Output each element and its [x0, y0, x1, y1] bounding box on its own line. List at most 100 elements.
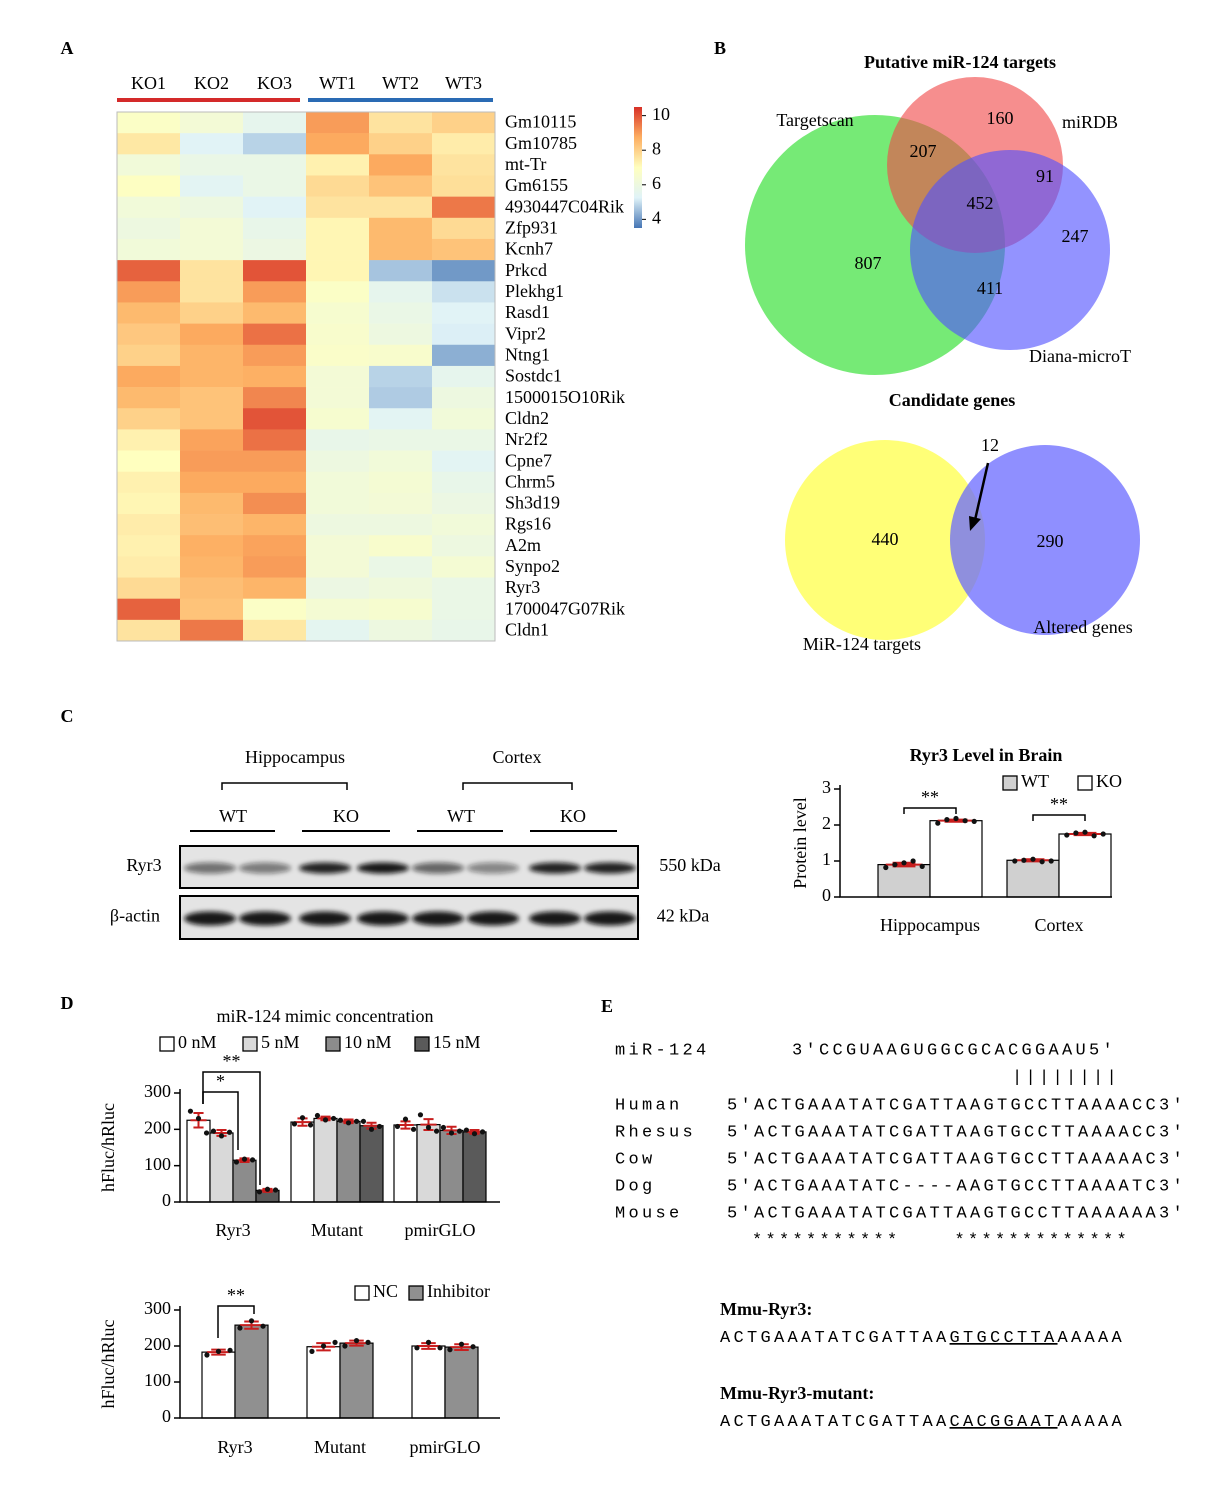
blot-band: [239, 911, 291, 926]
bracket: [221, 782, 348, 790]
heatmap-cell: [180, 556, 244, 578]
heatmap-cell: [306, 429, 370, 451]
data-point: [272, 1187, 279, 1193]
mirna-sequence: 3′CCGUAAGUGGCGCACGGAAU5′: [792, 1041, 1116, 1060]
data-point: [227, 1347, 233, 1353]
heatmap-cell: [243, 196, 307, 219]
heatmap-cell: [117, 619, 181, 642]
heatmap-cell: [306, 619, 370, 642]
y-axis-label: hFluc/hRluc: [98, 1103, 118, 1192]
y-tick-label: 300: [144, 1298, 171, 1318]
heatmap-cell: [243, 450, 307, 473]
heatmap-cell: [117, 429, 181, 451]
data-point: [471, 1131, 478, 1137]
heatmap-cell: [369, 365, 433, 388]
column-label: WT3: [445, 73, 482, 93]
heatmap-cell: [369, 450, 433, 473]
heatmap-cell: [180, 344, 244, 367]
row-label: Ryr3: [505, 577, 540, 597]
blot-band: [299, 911, 351, 926]
heatmap-cell: [369, 492, 433, 515]
chart-title: miR-124 mimic concentration: [217, 1006, 434, 1026]
protein-label: Ryr3: [126, 855, 161, 875]
heatmap-cell: [117, 556, 181, 578]
heatmap-cell: [432, 196, 496, 219]
data-point: [330, 1115, 337, 1122]
y-tick-label: 0: [822, 885, 831, 905]
colorbar: [634, 107, 642, 228]
bar: [416, 1124, 441, 1203]
heatmap-cell: [306, 112, 370, 134]
data-point: [237, 1325, 243, 1331]
row-label: Cldn2: [505, 408, 549, 428]
heatmap-cell: [432, 429, 496, 451]
heatmap-cell: [243, 260, 307, 282]
row-label: Plekhg1: [505, 281, 564, 301]
group-label: KO: [333, 806, 359, 826]
data-point: [1064, 832, 1070, 838]
heatmap-cell: [306, 471, 370, 494]
data-point: [233, 1159, 240, 1165]
heatmap-cell: [369, 323, 433, 346]
heatmap-cell: [180, 260, 244, 282]
data-point: [935, 820, 941, 826]
construct-name: Mmu-Ryr3-mutant:: [720, 1383, 874, 1403]
heatmap-cell: [432, 514, 496, 536]
heatmap-cell: [117, 175, 181, 197]
data-point: [256, 1189, 263, 1195]
y-tick-label: 100: [144, 1154, 171, 1174]
heatmap-cell: [117, 154, 181, 176]
panel-label: B: [714, 38, 726, 58]
data-point: [353, 1338, 360, 1344]
heatmap-cell: [432, 133, 496, 155]
data-point: [1048, 858, 1054, 864]
heatmap-cell: [432, 450, 496, 473]
legend-label: 5 nM: [261, 1032, 300, 1052]
sequence-part: ACTGAAATATCGATTAA: [720, 1329, 950, 1348]
data-point: [470, 1344, 476, 1350]
y-tick-label: 3: [822, 777, 831, 797]
heatmap-cell: [180, 175, 244, 197]
data-point: [962, 818, 968, 824]
bar: [1006, 859, 1060, 898]
data-point: [360, 1118, 367, 1124]
legend-label: KO: [1096, 771, 1122, 791]
row-label: Zfp931: [505, 218, 558, 238]
heatmap-cell: [117, 112, 181, 134]
y-tick-label: 300: [144, 1081, 171, 1101]
heatmap-cell: [306, 556, 370, 578]
error-bar: [397, 1120, 414, 1130]
species-name: Mouse: [615, 1204, 683, 1223]
species-sequence: 5′ACTGAAATATCGATTAAGTGCCTTAAAAAA3′: [727, 1204, 1186, 1223]
panel-label: D: [61, 993, 74, 1013]
heatmap-cell: [117, 196, 181, 219]
heatmap-cell: [243, 154, 307, 176]
species-sequence: 5′ACTGAAATATCGATTAAGTGCCTTAAAACC3′: [727, 1096, 1186, 1115]
column-label: KO1: [131, 73, 166, 93]
significance-label: **: [1050, 794, 1068, 814]
heatmap-cell: [369, 154, 433, 176]
data-point: [332, 1339, 338, 1345]
heatmap-cell: [117, 492, 181, 515]
heatmap-cell: [243, 514, 307, 536]
heatmap-cell: [369, 302, 433, 324]
data-point: [410, 1126, 417, 1132]
data-point: [417, 1112, 424, 1118]
venn-count: 411: [977, 278, 1003, 298]
legend-label: 10 nM: [344, 1032, 392, 1052]
x-tick-label: Mutant: [314, 1437, 366, 1457]
significance-label: *: [216, 1071, 225, 1091]
heatmap-cell: [243, 471, 307, 494]
size-label: 550 kDa: [659, 855, 721, 875]
heatmap-cell: [432, 281, 496, 303]
heatmap-cell: [117, 302, 181, 324]
data-point: [447, 1347, 453, 1353]
blot-band: [412, 862, 464, 874]
sequence-part: AAAAA: [1058, 1329, 1126, 1348]
venn-title: Candidate genes: [889, 390, 1016, 410]
significance-label: **: [223, 1051, 241, 1071]
data-point: [901, 860, 907, 866]
heatmap-cell: [369, 344, 433, 367]
group-label: WT: [447, 806, 475, 826]
